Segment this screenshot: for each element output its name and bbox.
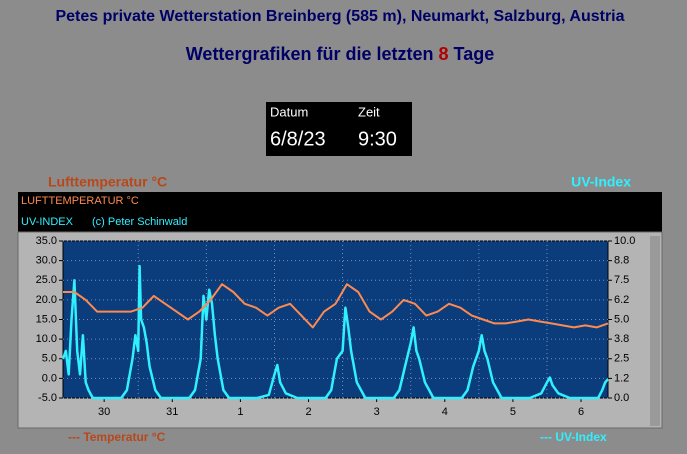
y-tick-label: -5.0	[38, 392, 57, 404]
x-tick-label: 4	[442, 406, 448, 418]
time-label: Zeit	[358, 104, 380, 119]
y2-tick-label: 6.2	[614, 294, 629, 306]
bottom-left-label: --- Temperatur °C	[68, 430, 166, 444]
x-tick-label: 1	[237, 406, 243, 418]
y-tick-label: 35.0	[36, 235, 57, 247]
y-tick-label: 0.0	[42, 372, 57, 384]
y-tick-label: 15.0	[36, 313, 57, 325]
x-tick-label: 5	[510, 406, 516, 418]
y2-tick-label: 8.8	[614, 255, 629, 267]
right-axis-title: UV-Index	[571, 174, 631, 190]
date-label: Datum	[270, 104, 308, 119]
y-tick-label: 20.0	[36, 294, 57, 306]
y-tick-label: 5.0	[42, 353, 57, 365]
legend-entry: UV-INDEX	[21, 216, 74, 228]
y2-tick-label: 10.0	[614, 235, 635, 247]
series-line	[63, 283, 609, 329]
y2-tick-label: 1.2	[614, 372, 629, 384]
credit: (c) Peter Schinwald	[92, 216, 187, 228]
subtitle: Wettergrafiken für die letzten 8 Tage	[186, 44, 494, 64]
x-tick-label: 3	[374, 406, 380, 418]
x-tick-label: 2	[305, 406, 311, 418]
y-tick-label: 25.0	[36, 274, 57, 286]
y-tick-label: 30.0	[36, 255, 57, 267]
subtitle-text: Wettergrafiken für die letzten	[186, 44, 434, 64]
x-tick-label: 30	[98, 406, 110, 418]
legend-banner	[18, 192, 662, 232]
bottom-right-label: --- UV-Index	[540, 430, 607, 444]
y2-tick-label: 5.0	[614, 313, 629, 325]
y-tick-label: 10.0	[36, 333, 57, 345]
station-title: Petes private Wetterstation Breinberg (5…	[55, 8, 624, 25]
y2-tick-label: 0.0	[614, 392, 629, 404]
series-line	[61, 264, 609, 400]
time-value: 9:30	[358, 128, 397, 150]
x-tick-label: 6	[578, 406, 584, 418]
panel-bevel	[650, 236, 660, 426]
left-axis-title: Lufttemperatur °C	[48, 174, 167, 190]
y2-tick-label: 3.8	[614, 333, 629, 345]
datetime-box	[266, 102, 412, 156]
legend-entry: LUFTTEMPERATUR °C	[21, 195, 139, 207]
subtitle-text: Tage	[454, 44, 495, 64]
x-tick-label: 31	[166, 406, 178, 418]
y2-tick-label: 7.5	[614, 274, 629, 286]
y2-tick-label: 2.5	[614, 353, 629, 365]
subtitle-days: 8	[439, 44, 449, 64]
date-value: 6/8/23	[270, 128, 326, 150]
